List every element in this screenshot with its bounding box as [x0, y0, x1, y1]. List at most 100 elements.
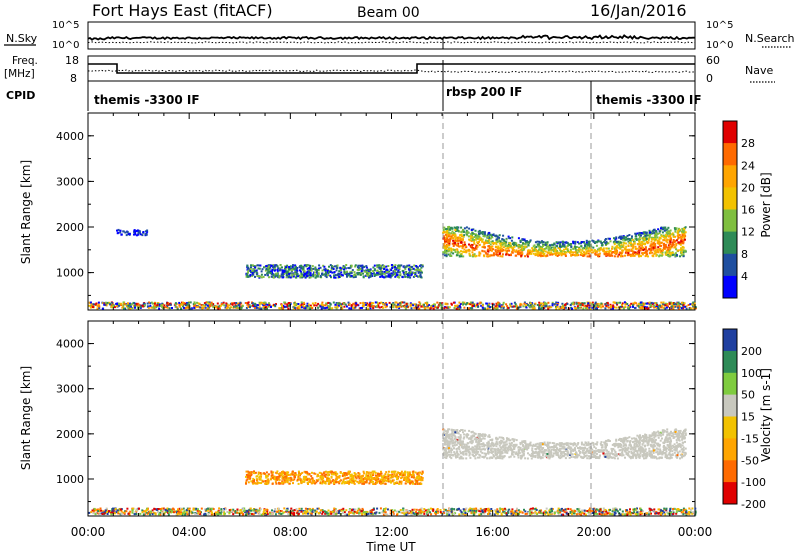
data-cell: [295, 304, 298, 307]
data-cell: [398, 271, 401, 274]
data-cell: [580, 513, 583, 516]
data-cell: [298, 507, 301, 510]
data-cell: [340, 271, 343, 274]
data-cell: [204, 306, 207, 309]
data-cell: [640, 244, 643, 247]
data-cell: [276, 269, 279, 272]
data-cell: [207, 301, 209, 304]
data-cell: [163, 512, 166, 515]
data-cell: [660, 301, 663, 304]
data-cell: [462, 245, 465, 248]
data-cell: [445, 235, 448, 238]
data-cell: [644, 234, 647, 237]
data-cell: [387, 265, 390, 267]
data-cell: [321, 301, 324, 304]
data-cell: [283, 272, 285, 275]
data-cell: [641, 512, 644, 515]
data-cell: [497, 304, 500, 307]
data-cell: [507, 306, 510, 309]
data-cell: [297, 307, 300, 310]
data-cell: [635, 247, 638, 250]
data-cell: [458, 255, 461, 258]
data-cell: [685, 307, 688, 310]
data-cell: [254, 265, 257, 268]
data-cell: [325, 302, 328, 305]
data-cell: [468, 243, 470, 246]
data-cell: [626, 238, 629, 241]
data-cell: [581, 247, 584, 250]
data-cell: [152, 305, 155, 308]
data-cell: [382, 303, 385, 306]
data-cell: [137, 302, 140, 305]
data-cell: [367, 307, 370, 310]
data-cell: [682, 241, 685, 244]
data-cell: [584, 248, 587, 251]
data-cell: [469, 301, 472, 304]
data-cell: [322, 264, 325, 267]
data-cell: [324, 267, 327, 270]
data-cell: [625, 302, 627, 305]
data-cell: [587, 249, 590, 252]
data-cell: [463, 234, 466, 237]
data-cell: [313, 304, 316, 307]
data-cell: [353, 510, 356, 513]
data-cell: [444, 239, 447, 241]
data-cell: [577, 301, 580, 304]
data-cell: [644, 242, 646, 245]
data-cell: [609, 303, 612, 306]
data-cell: [352, 302, 355, 305]
data-cell: [397, 303, 400, 306]
data-cell: [412, 267, 415, 270]
data-cell: [241, 511, 244, 514]
data-cell: [342, 507, 345, 510]
data-cell: [303, 301, 305, 304]
data-cell: [611, 513, 614, 516]
data-cell: [246, 302, 249, 305]
data-cell: [633, 251, 636, 254]
data-cell: [629, 255, 632, 258]
data-cell: [671, 242, 674, 245]
data-cell: [559, 511, 562, 514]
data-cell: [607, 253, 610, 256]
data-cell: [570, 245, 573, 248]
data-cell: [514, 243, 517, 246]
data-cell: [649, 306, 652, 309]
data-cell: [266, 303, 269, 306]
data-cell: [469, 509, 472, 512]
data-cell: [606, 242, 608, 244]
data-cell: [642, 235, 645, 238]
data-cell: [338, 276, 341, 278]
data-cell: [249, 268, 252, 270]
data-cell: [199, 511, 202, 514]
data-cell: [274, 305, 277, 308]
freq-label: Freq.: [12, 55, 38, 67]
data-cell: [672, 511, 675, 514]
data-cell: [532, 305, 535, 308]
data-cell: [555, 307, 558, 310]
data-cell: [478, 510, 481, 513]
data-cell: [650, 301, 653, 304]
data-cell: [662, 247, 665, 250]
data-cell: [409, 303, 412, 306]
data-cell: [298, 266, 301, 269]
data-cell: [403, 306, 406, 309]
data-cell: [183, 510, 186, 513]
colorbar-tick-label: 8: [741, 248, 748, 261]
data-cell: [656, 236, 659, 239]
data-cell: [556, 302, 559, 305]
data-cell: [257, 264, 260, 267]
data-cell: [675, 244, 678, 246]
data-cell: [671, 251, 674, 254]
data-cell: [661, 241, 663, 244]
data-cell: [127, 512, 130, 515]
data-cell: [379, 271, 382, 274]
data-cell: [561, 302, 564, 305]
data-cell: [142, 231, 145, 233]
data-cell: [462, 255, 465, 258]
data-cell: [475, 238, 478, 241]
data-cell: [335, 302, 338, 304]
data-cell: [639, 238, 641, 241]
data-cell: [642, 246, 644, 249]
data-cell: [483, 512, 486, 515]
data-cell: [318, 264, 321, 267]
